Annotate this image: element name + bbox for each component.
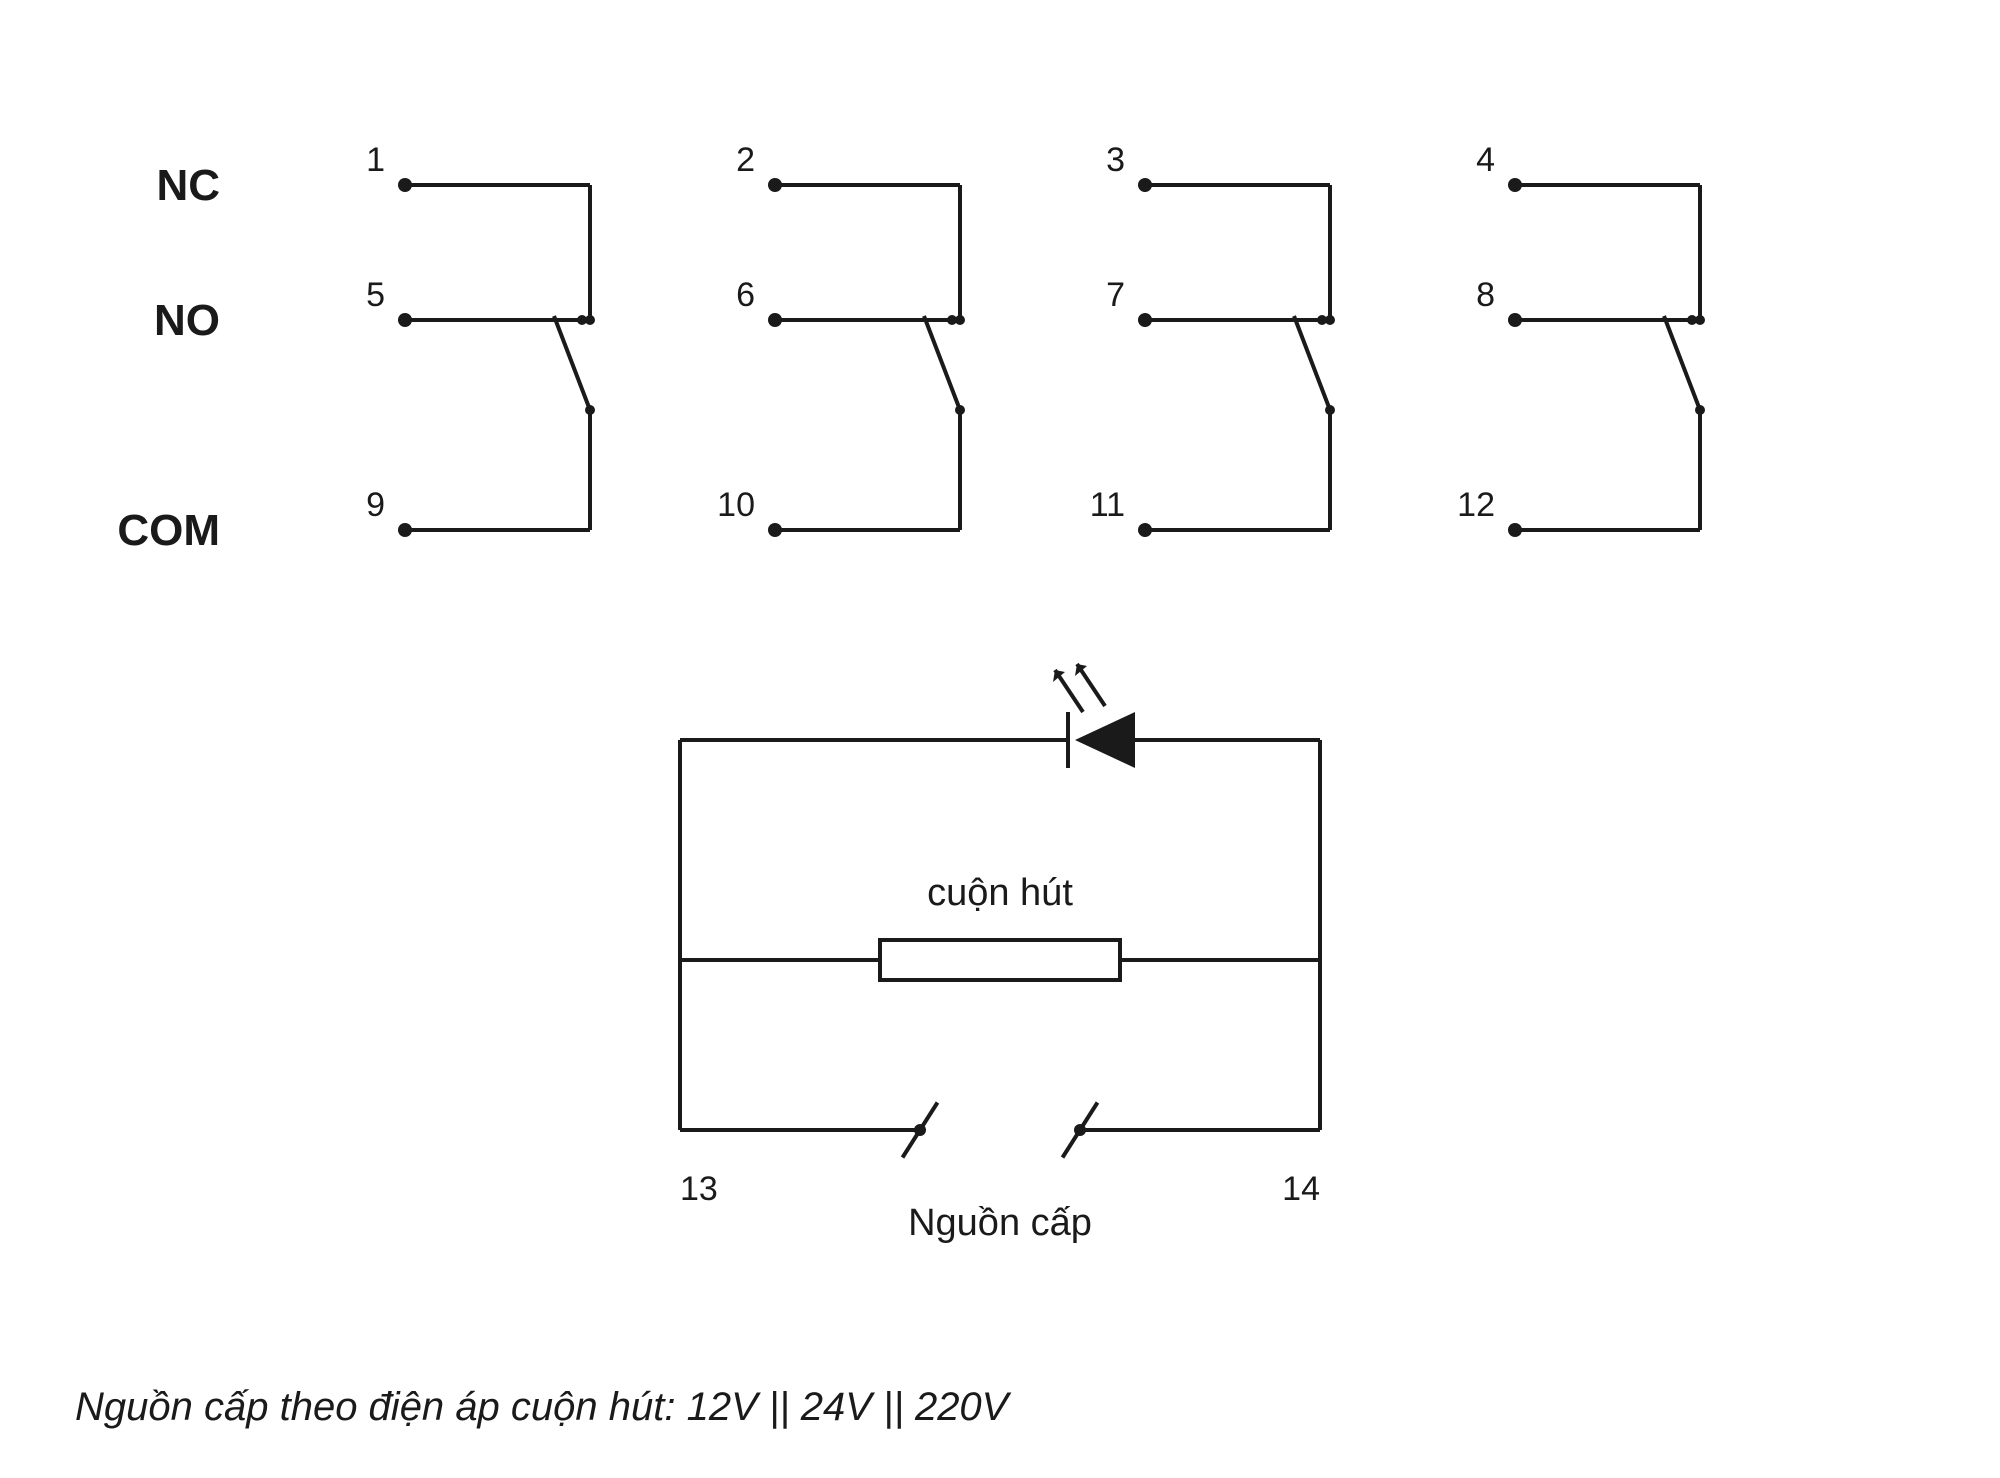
row-label-nc: NC: [156, 161, 220, 210]
pin-14: 14: [1282, 1170, 1320, 1208]
pin-10: 10: [717, 486, 755, 524]
supply-label: Nguồn cấp: [908, 1202, 1092, 1244]
pin-6: 6: [736, 276, 755, 314]
pin-1: 1: [366, 141, 385, 179]
pin-3: 3: [1106, 141, 1125, 179]
coil-icon: [880, 940, 1120, 980]
pin-2: 2: [736, 141, 755, 179]
pin-12: 12: [1457, 486, 1495, 524]
row-label-com: COM: [117, 506, 220, 555]
coil-label: cuộn hút: [927, 872, 1073, 914]
pin-11: 11: [1090, 486, 1125, 524]
pin-9: 9: [366, 486, 385, 524]
pin-13: 13: [680, 1170, 718, 1208]
pin-8: 8: [1476, 276, 1495, 314]
pin-7: 7: [1106, 276, 1125, 314]
row-label-no: NO: [154, 296, 220, 345]
led-icon: [1075, 712, 1135, 768]
footer-text: Nguồn cấp theo điện áp cuộn hút: 12V || …: [75, 1385, 1012, 1429]
pin-5: 5: [366, 276, 385, 314]
pin-4: 4: [1476, 141, 1495, 179]
